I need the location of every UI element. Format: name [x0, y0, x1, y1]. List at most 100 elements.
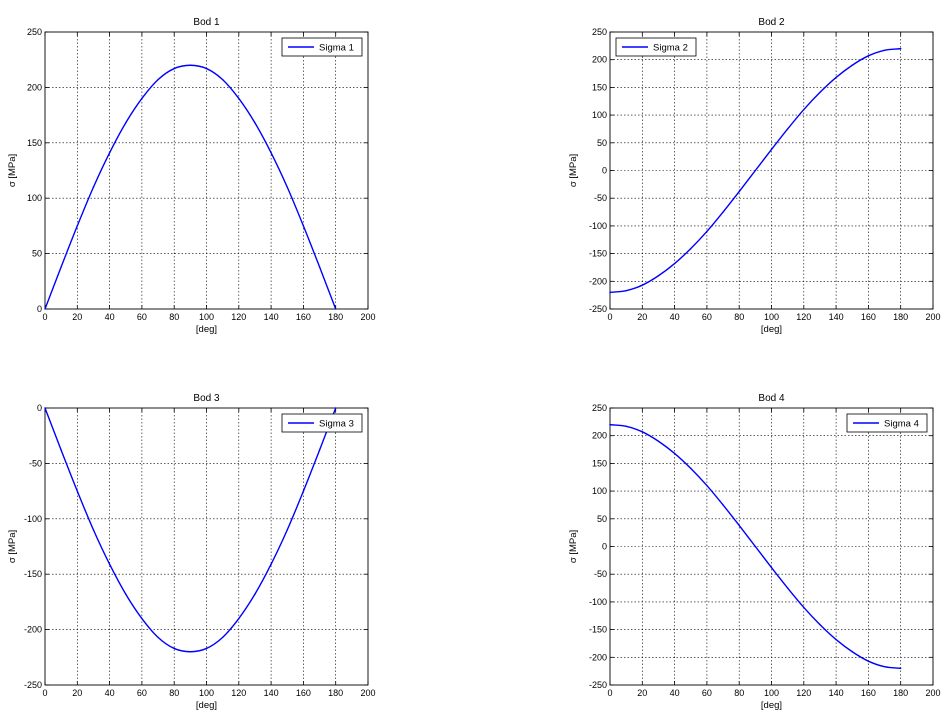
x-tick-label: 200 — [925, 312, 940, 322]
x-tick-label: 40 — [670, 312, 680, 322]
legend-box — [281, 37, 363, 57]
y-tick-label: -250 — [24, 680, 42, 690]
data-point — [641, 431, 643, 433]
axes-frame — [609, 407, 934, 686]
chart-title: Bod 4 — [758, 393, 785, 404]
y-tick-label: -100 — [589, 597, 607, 607]
y-tick-label: -250 — [589, 304, 607, 314]
y-tick-label: 100 — [592, 486, 607, 496]
y-tick-label: -50 — [29, 458, 42, 468]
x-tick-label: 180 — [328, 312, 343, 322]
data-point — [173, 647, 175, 650]
data-point — [819, 623, 821, 626]
data-point — [157, 636, 159, 639]
x-tick-label: 0 — [42, 688, 47, 698]
data-point — [44, 308, 46, 310]
data-point — [270, 563, 272, 565]
data-point — [835, 76, 837, 79]
data-point — [141, 617, 143, 620]
y-tick-label: -250 — [589, 680, 607, 690]
data-point — [754, 545, 757, 548]
x-tick-label: 40 — [670, 688, 680, 698]
chart-title: Bod 1 — [193, 17, 220, 28]
x-tick-label: 20 — [72, 312, 82, 322]
y-tick-label: 50 — [597, 138, 607, 148]
x-tick-label: 160 — [861, 312, 876, 322]
y-tick-label: 250 — [27, 27, 42, 37]
y-tick-label: -150 — [24, 569, 42, 579]
y-tick-label: -200 — [589, 652, 607, 662]
data-point — [867, 660, 870, 662]
x-tick-label: 100 — [199, 688, 214, 698]
data-point — [690, 247, 692, 250]
data-point — [108, 152, 111, 154]
data-point — [254, 122, 256, 124]
x-tick-label: 0 — [42, 312, 47, 322]
x-tick-label: 40 — [105, 688, 115, 698]
data-point — [286, 529, 288, 531]
data-point — [835, 638, 837, 641]
data-point — [609, 291, 611, 294]
data-point — [673, 262, 676, 265]
data-point — [738, 524, 740, 527]
data-point — [625, 425, 627, 427]
y-tick-label: -200 — [589, 276, 607, 286]
data-point — [125, 122, 127, 124]
x-tick-label: 20 — [72, 688, 82, 698]
data-point — [286, 186, 288, 188]
x-tick-label: 20 — [637, 688, 647, 698]
data-point — [221, 636, 224, 639]
x-tick-label: 100 — [199, 312, 214, 322]
data-point — [302, 490, 305, 492]
subplot-bod-4: 0 20 40 60 80 100 120 140 160 180 200 -250 -200 -150 -… — [568, 393, 941, 711]
y-tick-label: 50 — [597, 514, 607, 524]
axes-frame — [609, 31, 934, 310]
x-tick-label: 160 — [296, 312, 311, 322]
x-axis-label: [deg] — [761, 324, 782, 335]
data-point — [60, 266, 62, 268]
legend-box — [615, 37, 697, 57]
x-tick-label: 200 — [360, 312, 375, 322]
data-point — [851, 651, 853, 653]
data-point — [803, 606, 805, 609]
y-axis-label: σ [MPa] — [568, 530, 579, 563]
y-tick-label: -50 — [594, 569, 607, 579]
x-tick-label: 180 — [893, 688, 908, 698]
subplot-bod-3: 0 20 40 60 80 100 120 140 160 180 200 -250 -200 -150 -… — [7, 393, 376, 711]
y-tick-label: 0 — [602, 542, 607, 552]
data-point — [819, 91, 821, 94]
x-tick-label: 180 — [328, 688, 343, 698]
data-point — [238, 617, 240, 620]
x-tick-label: 140 — [829, 312, 844, 322]
y-tick-label: 100 — [27, 193, 42, 203]
x-tick-label: 60 — [137, 688, 147, 698]
data-point — [803, 108, 805, 111]
y-tick-label: -100 — [589, 221, 607, 231]
x-tick-label: 100 — [764, 312, 779, 322]
y-tick-label: 100 — [592, 110, 607, 120]
legend-label: Sigma 4 — [884, 418, 919, 429]
y-tick-label: 0 — [602, 166, 607, 176]
axes-frame — [44, 31, 369, 310]
data-point — [318, 266, 321, 268]
y-tick-label: 0 — [37, 304, 42, 314]
data-point — [706, 230, 708, 233]
x-tick-label: 80 — [734, 312, 744, 322]
x-tick-label: 0 — [607, 312, 612, 322]
legend-label: Sigma 3 — [319, 418, 354, 429]
data-point — [673, 452, 676, 455]
x-tick-label: 200 — [925, 688, 940, 698]
x-axis-label: [deg] — [196, 324, 217, 335]
data-point — [883, 49, 886, 51]
x-tick-label: 80 — [734, 688, 744, 698]
legend-box — [846, 413, 928, 433]
data-point — [722, 504, 724, 506]
x-tick-label: 100 — [764, 688, 779, 698]
data-point — [189, 64, 192, 66]
data-point — [189, 651, 192, 653]
data-point — [76, 225, 79, 227]
data-point — [738, 190, 740, 193]
y-tick-label: -50 — [594, 193, 607, 203]
x-tick-label: 160 — [296, 688, 311, 698]
